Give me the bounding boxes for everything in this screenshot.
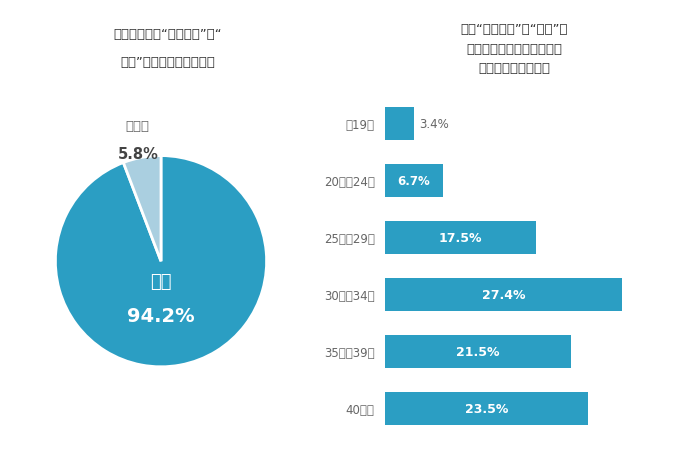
Text: 94.2%: 94.2%	[127, 306, 195, 325]
Text: いいえ: いいえ	[126, 120, 150, 133]
Text: 27.4%: 27.4%	[482, 288, 525, 301]
Text: 髪の“ダメージ”や“老化”が: 髪の“ダメージ”や“老化”が	[461, 23, 568, 36]
Text: 老化”が気になりますか？: 老化”が気になりますか？	[120, 56, 216, 68]
Wedge shape	[123, 156, 161, 262]
Text: 21.5%: 21.5%	[456, 345, 500, 358]
Wedge shape	[55, 156, 267, 367]
Text: 3.4%: 3.4%	[419, 118, 449, 131]
Text: 6.7%: 6.7%	[398, 174, 430, 187]
Text: ご自身の髪の“ダメージ”や“: ご自身の髪の“ダメージ”や“	[113, 28, 223, 41]
Text: 23.5%: 23.5%	[465, 402, 508, 415]
Bar	[385, 335, 571, 368]
Text: はい: はい	[150, 272, 172, 290]
Text: いつ頂からですか？: いつ頂からですか？	[479, 62, 550, 75]
Bar	[385, 278, 622, 311]
Text: 17.5%: 17.5%	[439, 231, 482, 244]
Bar	[385, 392, 588, 425]
Bar	[385, 164, 443, 197]
Bar	[385, 221, 536, 254]
Text: 気になるようになったのは: 気になるようになったのは	[466, 43, 563, 56]
Bar	[385, 108, 414, 140]
Text: 5.8%: 5.8%	[118, 146, 158, 161]
